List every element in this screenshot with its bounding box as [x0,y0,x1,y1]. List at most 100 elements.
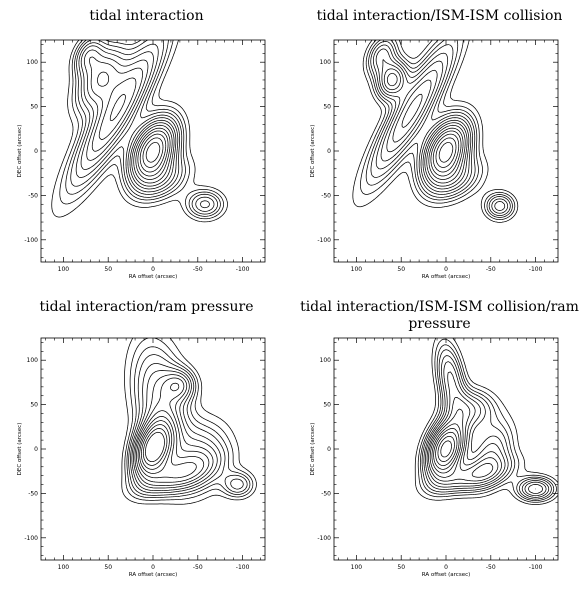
y-tick-label: -50 [321,490,331,497]
contour-level [133,374,214,489]
contour-plot: 100 50 0 -50 -100 -100 -50 0 50 100 RA offset (arc… [310,39,559,280]
contour-level [435,431,458,466]
x-tick-label: 50 [397,564,405,571]
y-tick-label: 100 [27,357,39,364]
y-tick-label: -50 [321,192,331,199]
contour-level [109,93,171,180]
x-tick-label: 100 [58,564,70,571]
y-axis-label: DEC offset (arcsec) [310,125,316,178]
contour-level [145,431,165,463]
y-tick-label: -50 [28,192,38,199]
panel-tidal-ism-ram: tidal interaction/ISM-ISM collision/ram … [293,298,586,596]
contour-level [438,141,454,163]
x-tick-label: -50 [486,564,496,571]
x-tick-label: -50 [193,564,203,571]
contour-level [437,435,455,463]
plot-frame [333,39,559,263]
contour-level [440,440,452,458]
y-tick-label: -100 [317,237,331,244]
contour-lines [51,40,228,223]
contour-lines [352,40,519,223]
plot-frame [40,337,266,561]
chart-title: tidal interaction/ram pressure [39,299,254,315]
contour-level [97,71,173,184]
contour-level [431,423,462,474]
contour-level [381,59,470,190]
contour-level [121,338,257,505]
y-axis-label: DEC offset (arcsec) [17,125,23,178]
x-tick-label: 100 [351,266,363,273]
contour-level [383,68,468,187]
contour-level [375,48,506,211]
y-tick-label: 50 [323,402,331,409]
y-tick-label: 0 [34,446,38,453]
y-tick-label: 100 [320,59,332,66]
contour-level [126,346,251,498]
panel-tidal-ram: tidal interaction/ram pressure 100 50 0 -50… [0,298,293,596]
contour-level [142,428,168,466]
contour-level [59,40,224,220]
x-tick-label: -100 [236,266,250,273]
contour-plot: 100 50 0 -50 -100 -100 -50 0 50 100 RA offset (arc… [310,337,559,578]
x-tick-label: 100 [58,266,70,273]
x-tick-label: 0 [151,564,155,571]
chart-title: tidal interaction [89,8,204,24]
contour-level [414,338,558,505]
contour-level [80,45,210,209]
contour-level [136,382,205,483]
contour-level [137,130,169,177]
x-tick-label: 0 [151,266,155,273]
x-tick-label: 50 [397,266,405,273]
contour-level [70,40,219,215]
x-tick-label: -100 [529,564,543,571]
y-tick-label: 50 [30,402,38,409]
x-tick-label: -100 [236,564,250,571]
y-tick-label: 0 [34,148,38,155]
contour-level [370,40,511,216]
y-tick-label: -100 [24,535,38,542]
x-tick-label: 0 [444,266,448,273]
contour-level [365,40,513,218]
contour-level [426,371,544,494]
contour-level [142,137,164,168]
x-tick-label: -50 [486,266,496,273]
contour-level [421,349,552,500]
x-tick-label: 100 [351,564,363,571]
contour-level [130,363,244,494]
contour-level [423,355,550,498]
contour-level [145,141,161,163]
contour-level [75,42,215,212]
contour-level [65,40,221,217]
contour-level [83,49,177,190]
contour-level [433,427,460,470]
y-axis-label: DEC offset (arcsec) [310,423,316,476]
contour-level [89,56,175,187]
panel-tidal-ism: tidal interaction/ISM-ISM collision 100 5… [293,0,586,298]
contour-level [425,361,547,497]
minor-ticks [41,338,265,560]
contour-level [430,130,462,177]
contour-level [428,127,464,180]
contour-level [139,133,167,173]
x-tick-label: 50 [104,564,112,571]
y-tick-label: 100 [320,357,332,364]
x-tick-label: -50 [193,266,203,273]
x-axis-label: RA offset (arcsec) [422,572,471,578]
contour-lines [121,338,257,505]
contour-level [386,72,466,184]
minor-ticks [334,338,558,560]
contour-level [360,40,516,220]
contour-level [428,397,536,490]
contour-level [128,354,248,496]
y-tick-label: 100 [27,59,39,66]
minor-ticks [334,40,558,262]
y-tick-label: 0 [327,148,331,155]
y-axis-label: DEC offset (arcsec) [17,423,23,476]
y-tick-label: 50 [323,104,331,111]
y-tick-label: -100 [317,535,331,542]
contour-level [352,40,519,223]
panel-tidal: tidal interaction 100 50 0 -50 -100 -100 -50 0 5… [0,0,293,298]
contour-level [137,416,197,479]
contour-level [432,133,460,173]
contour-plot: 100 50 0 -50 -100 -100 -50 0 50 100 RA offset (arc… [17,337,266,578]
